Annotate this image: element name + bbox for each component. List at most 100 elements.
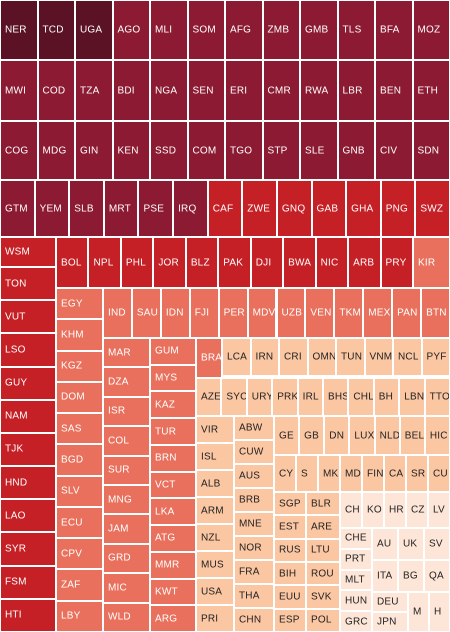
treemap-cell-eri: ERI [225, 60, 263, 121]
treemap-cell-cu: CU [428, 455, 450, 492]
treemap-cell-label: COG [5, 145, 29, 156]
treemap-cell-est: EST [274, 515, 306, 539]
treemap-cell-ge: GE [274, 416, 300, 455]
treemap-cell-label: BH [378, 391, 394, 403]
treemap-cell-label: KO [367, 504, 382, 516]
treemap-cell-label: DJI [255, 257, 272, 268]
treemap-cell-label: SV [429, 538, 443, 550]
treemap-cell-label: BTN [426, 307, 447, 319]
treemap-cell-label: DEU [377, 596, 399, 608]
treemap-cell-label: LUX [354, 430, 375, 441]
treemap-cell-label: LBY [61, 610, 81, 622]
treemap-cell-rwa: RWA [300, 60, 338, 121]
treemap-cell-slb: SLB [69, 180, 104, 237]
treemap-cell-guy: GUY [0, 366, 56, 400]
treemap-cell-omn: OMN [307, 338, 336, 376]
treemap-cell-ecu: ECU [56, 506, 103, 539]
treemap-cell-label: EUU [279, 591, 301, 603]
treemap-cell-label: MDV [252, 307, 276, 319]
treemap-cell-label: DOM [61, 391, 85, 403]
treemap-cell-col: COL [103, 426, 150, 456]
treemap-cell-bih: BIH [274, 562, 306, 586]
treemap-cell-vct: VCT [150, 471, 196, 499]
treemap-cell-label: TTO [429, 391, 450, 403]
treemap-cell-tkm: TKM [334, 288, 364, 338]
treemap-cell-usa: USA [196, 578, 234, 605]
treemap-cell-label: ISR [108, 405, 126, 417]
treemap-cell-cuw: CUW [234, 440, 274, 464]
treemap-cell-fin: FIN [362, 455, 384, 492]
treemap-cell-label: JOR [158, 257, 179, 268]
treemap-cell-label: BDI [117, 85, 135, 96]
treemap-cell-label: H [434, 606, 442, 618]
treemap-cell-uzb: UZB [276, 288, 306, 338]
treemap-cell-fsm: FSM [0, 565, 56, 599]
treemap-cell-label: GB [304, 430, 319, 441]
treemap-cell-label: ATG [155, 532, 176, 544]
treemap-cell-btn: BTN [421, 288, 450, 338]
treemap-cell-vut: VUT [0, 300, 56, 334]
treemap-cell-irn: IRN [250, 338, 279, 376]
treemap-cell-syr: SYR [0, 532, 56, 566]
treemap-cell-label: EGY [61, 298, 83, 310]
treemap-cell-label: SAU [136, 307, 159, 319]
treemap-cell-label: MD [345, 468, 361, 479]
treemap-cell-mrt: MRT [103, 180, 139, 237]
treemap-cell-arm: ARM [196, 497, 234, 524]
treemap-cell-gmb: GMB [300, 0, 338, 60]
treemap-cell-ben: BEN [375, 60, 413, 121]
treemap-cell-label: BLR [311, 498, 332, 510]
treemap-cell-label: FSM [5, 576, 27, 588]
treemap-cell-dza: DZA [103, 367, 150, 397]
treemap-cell-zmb: ZMB [262, 0, 300, 60]
treemap-cell-label: TUN [341, 351, 363, 363]
treemap-cell-gnq: GNQ [276, 180, 312, 237]
treemap-cell-label: ZWE [247, 203, 271, 214]
treemap-cell-hun: HUN [340, 590, 372, 612]
treemap-cell-label: MLI [155, 24, 173, 36]
treemap-cell-bh: BH [373, 378, 400, 416]
treemap-cell-label: CHL [353, 391, 374, 403]
treemap-cell-ncl: NCL [393, 338, 422, 376]
treemap-cell-blz: BLZ [185, 237, 219, 288]
treemap-cell-irl: IRL [297, 378, 323, 416]
treemap-cell-label: TGO [230, 145, 253, 156]
treemap-cell-label: YEM [39, 203, 62, 214]
treemap-cell-label: NIC [320, 257, 339, 268]
treemap-cell-label: SYR [5, 543, 27, 555]
treemap-cell-cz: CZ [406, 492, 428, 528]
treemap-cell-label: PRY [385, 257, 407, 268]
treemap-cell-atg: ATG [150, 525, 196, 552]
treemap-cell-nor: NOR [234, 536, 274, 560]
treemap-cell-cpv: CPV [56, 538, 103, 570]
treemap-cell-kgz: KGZ [56, 350, 103, 382]
treemap-cell-label: LBN [404, 391, 425, 403]
treemap-cell-label: NGA [155, 85, 178, 96]
treemap-cell-isr: ISR [103, 396, 150, 427]
treemap-cell-ch: CH [340, 492, 362, 528]
treemap-cell-label: THA [239, 590, 260, 602]
treemap-cell-label: IRL [302, 391, 319, 403]
treemap-cell-mys: MYS [150, 364, 196, 392]
treemap-cell-hic: HIC [424, 416, 450, 455]
treemap-cell-bfa: BFA [375, 0, 413, 60]
treemap-cell-label: PRT [345, 553, 366, 565]
treemap-cell-bwa: BWA [283, 237, 316, 288]
treemap-cell-label: JPN [377, 616, 397, 628]
treemap-cell-label: KEN [117, 145, 139, 156]
treemap-cell-label: CHE [345, 532, 367, 544]
treemap-cell-ner: NER [0, 0, 38, 60]
treemap-cell-label: GNQ [281, 203, 306, 214]
treemap-cell-label: AU [377, 538, 392, 550]
treemap-cell-phl: PHL [120, 237, 154, 288]
treemap-cell-qa: QA [424, 560, 450, 592]
treemap-cell-label: NOR [239, 542, 262, 554]
treemap-cell-label: RWA [305, 85, 329, 96]
treemap-cell-stp: STP [262, 121, 300, 180]
treemap-cell-uga: UGA [75, 0, 113, 60]
treemap-cell-label: WSM [5, 246, 31, 258]
treemap-cell-pan: PAN [392, 288, 422, 338]
treemap-cell-bg: BG [398, 560, 424, 592]
treemap-cell-label: KAZ [155, 399, 176, 411]
treemap-cell-mli: MLI [150, 0, 188, 60]
